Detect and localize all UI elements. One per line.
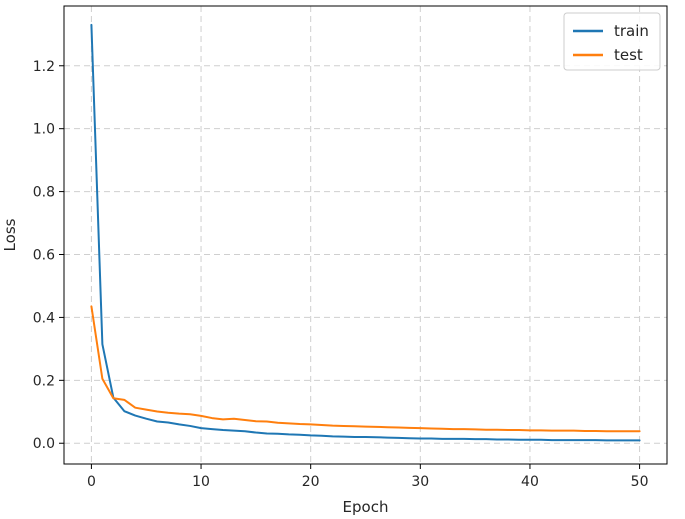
- x-tick-label: 30: [411, 474, 429, 490]
- series-lines: [90, 23, 641, 442]
- x-tick-label: 20: [302, 474, 320, 490]
- y-tick-label: 0.8: [33, 185, 55, 201]
- y-tick-label: 0.6: [33, 248, 55, 264]
- plot-frame: [63, 5, 668, 465]
- x-tick-label: 50: [631, 474, 649, 490]
- x-tick-label: 40: [521, 474, 539, 490]
- y-tick-label: 1.2: [33, 59, 55, 75]
- x-tick-label: 10: [192, 474, 210, 490]
- legend: train test: [563, 12, 661, 71]
- y-tick-label: 0.4: [33, 310, 55, 326]
- x-tick-label: 0: [87, 474, 96, 490]
- series-line-train: [90, 23, 641, 442]
- axis-ticks: 0 10 20 30 40 50 0.0 0.2 0.4 0.6 0.8 1.0 1.2: [33, 59, 649, 490]
- y-tick-label: 0.0: [33, 436, 55, 452]
- y-tick-label: 0.2: [33, 373, 55, 389]
- grid: [64, 6, 667, 464]
- series-line-test: [90, 305, 641, 433]
- y-axis-label: Loss: [1, 218, 19, 251]
- legend-label-test: test: [614, 46, 643, 64]
- legend-label-train: train: [614, 22, 649, 40]
- x-axis-label: Epoch: [343, 498, 389, 516]
- y-tick-label: 1.0: [33, 122, 55, 138]
